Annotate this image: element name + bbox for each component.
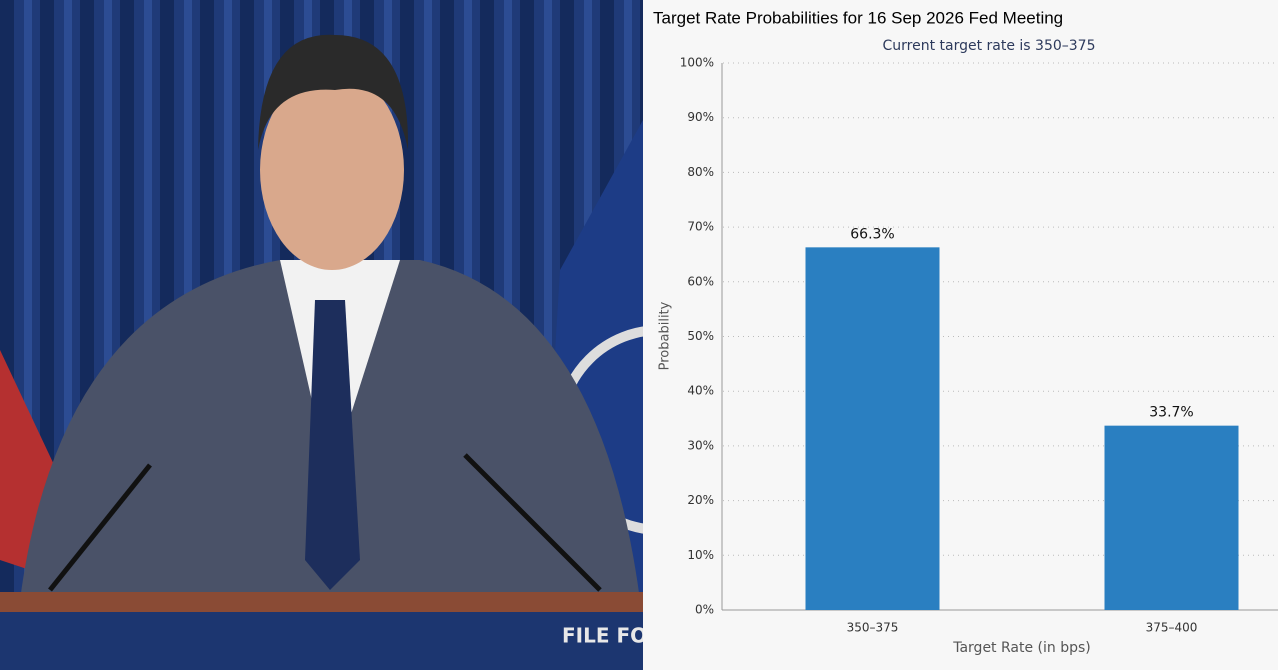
y-tick-label: 30% [687,438,714,452]
chart-title: Target Rate Probabilities for 16 Sep 202… [653,8,1063,27]
y-tick-label: 100% [680,56,714,70]
tie [305,300,360,590]
microphone [463,453,602,592]
y-tick-label: 60% [687,274,714,288]
y-tick-label: 50% [687,329,714,343]
y-tick-label: 90% [687,110,714,124]
microphone [48,463,152,592]
y-axis-label: Probability [658,301,673,370]
y-tick-label: 70% [687,220,714,234]
chart-subtitle: Current target rate is 350–375 [882,38,1095,54]
data-label: 33.7% [1149,405,1193,421]
podium-text: FILE FO [562,624,647,648]
chart: Target Rate Probabilities for 16 Sep 202… [643,0,1278,670]
data-label: 66.3% [850,226,894,242]
hair [258,34,409,150]
podium-top [0,592,643,612]
podium-front [0,612,643,670]
y-tick-label: 80% [687,165,714,179]
y-tick-label: 10% [687,548,714,562]
y-tick-label: 0% [695,603,714,617]
bar [1104,425,1239,610]
y-tick-label: 20% [687,493,714,507]
bar [805,247,940,611]
face [260,70,404,270]
y-tick-label: 40% [687,384,714,398]
x-tick-label: 350–375 [847,621,899,635]
x-tick-label: 375–400 [1146,621,1198,635]
x-axis-label: Target Rate (in bps) [952,640,1091,656]
photo: FILE FO [0,0,765,670]
